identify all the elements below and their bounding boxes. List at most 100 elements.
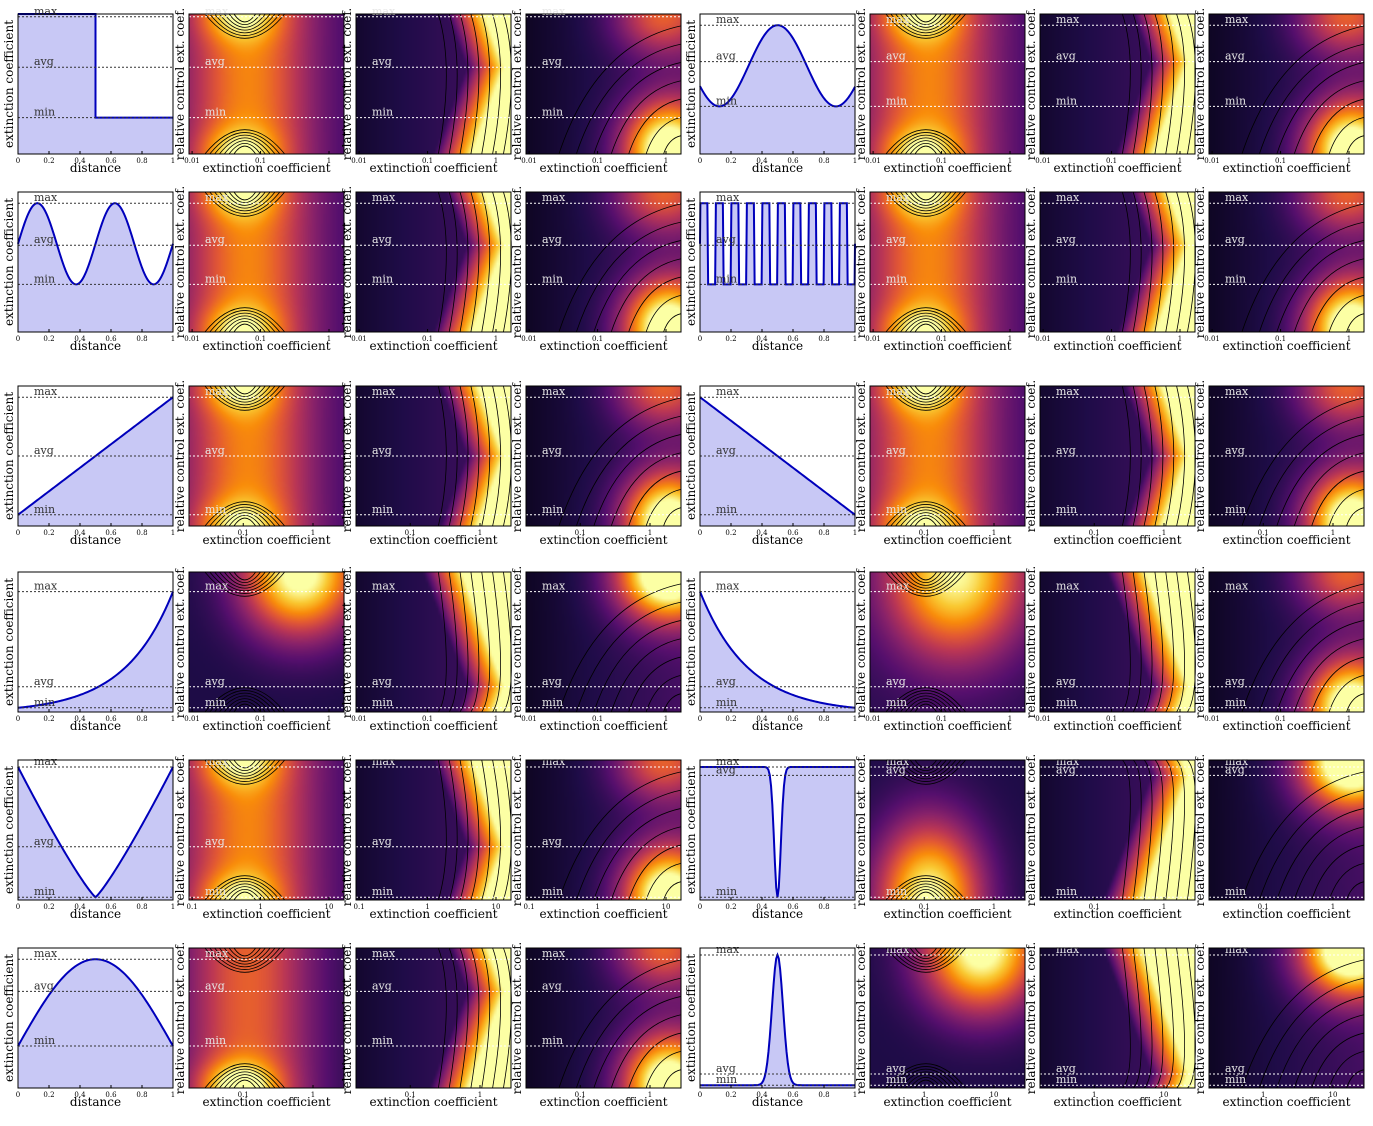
axes-frame [699, 759, 856, 901]
x-tick-label: 0.8 [136, 715, 147, 723]
y-axis-label: relative control ext. coef. [340, 566, 354, 719]
contour-line [890, 13, 962, 155]
x-tick-label: 0.2 [725, 529, 736, 537]
level-label-min: min [1056, 1073, 1077, 1086]
x-tick-label: 0 [698, 715, 702, 723]
heatmap-image [356, 192, 511, 332]
x-tick-label: 1 [494, 157, 498, 165]
level-label-avg: avg [1056, 675, 1076, 688]
x-axis-label: distance [70, 719, 121, 733]
contour-line [1143, 759, 1153, 901]
level-label-max: max [1056, 755, 1080, 768]
level-label-max: max [1056, 943, 1080, 956]
contour-line [1328, 294, 1365, 333]
axes-frame [17, 947, 174, 1089]
x-tick-label: 1 [1261, 1091, 1265, 1099]
contour-line [1132, 191, 1142, 333]
axes-frame [17, 191, 174, 333]
y-axis-label: relative control ext. coef. [1024, 8, 1038, 161]
level-label-min: min [372, 885, 393, 898]
contour-line [1293, 80, 1365, 155]
contour-line [481, 947, 491, 1089]
axes-frame [1208, 385, 1365, 527]
x-tick-label: 0.1 [1106, 335, 1117, 343]
level-label-avg: avg [716, 763, 736, 776]
x-axis-label: distance [752, 161, 803, 175]
axes-frame [355, 191, 512, 333]
level-label-min: min [372, 696, 393, 709]
x-tick-label: 1 [664, 157, 668, 165]
level-label-min: min [716, 885, 737, 898]
x-tick-label: 0.4 [74, 335, 86, 343]
x-axis-label: distance [752, 1095, 803, 1109]
axes-frame [355, 759, 512, 901]
profile-area [18, 591, 173, 712]
x-axis-label: extinction coefficient [539, 907, 667, 921]
level-label-avg: avg [1056, 1062, 1076, 1075]
contour-line [593, 240, 682, 333]
contour-line [492, 759, 501, 901]
x-tick-label: 1 [853, 1091, 857, 1099]
heatmap-image [1040, 760, 1195, 900]
x-axis-label: extinction coefficient [369, 1095, 497, 1109]
level-label-max: max [34, 947, 58, 960]
x-axis-label: extinction coefficient [539, 161, 667, 175]
contour-lines [558, 583, 682, 713]
level-label-min: min [205, 1034, 226, 1047]
contour-line [209, 385, 281, 527]
x-tick-label: 0.2 [43, 157, 54, 165]
level-label-min: min [542, 885, 563, 898]
contour-line [628, 98, 682, 155]
level-label-min: min [1225, 272, 1246, 285]
contour-line [223, 759, 266, 901]
heatmap-image [1040, 14, 1195, 154]
axes-frame [17, 13, 174, 155]
contour-line [914, 13, 937, 155]
x-axis-label: extinction coefficient [1222, 161, 1350, 175]
contour-line [1154, 571, 1164, 713]
x-tick-label: 0.2 [43, 1091, 54, 1099]
level-label-avg: avg [542, 444, 562, 457]
profile-area [18, 767, 173, 900]
axes-frame [525, 385, 682, 527]
contour-line [900, 13, 952, 155]
contour-line [900, 571, 952, 713]
contour-line [448, 759, 458, 901]
x-tick-label: 10 [662, 903, 671, 911]
x-tick-label: 0.8 [136, 529, 147, 537]
x-tick-label: 0 [16, 1091, 20, 1099]
contour-line [895, 759, 957, 901]
contour-lines [885, 191, 967, 333]
contour-line [1165, 947, 1175, 1089]
x-tick-label: 1 [1347, 335, 1351, 343]
x-tick-label: 0.1 [592, 715, 603, 723]
x-tick-label: 0.01 [865, 157, 881, 165]
contour-line [437, 191, 447, 333]
heatmap-image [870, 192, 1025, 332]
level-label-max: max [1056, 13, 1080, 26]
x-tick-label: 1 [853, 903, 857, 911]
y-axis-label: relative control ext. coef. [1193, 566, 1207, 719]
contour-line [904, 759, 947, 901]
level-label-min: min [1225, 503, 1246, 516]
contour-line [214, 947, 276, 1089]
y-axis-label: relative control ext. coef. [510, 566, 524, 719]
contour-line [214, 759, 276, 901]
level-label-avg: avg [1225, 675, 1245, 688]
axes-frame [699, 13, 856, 155]
profile-area [700, 25, 855, 155]
contour-line [223, 385, 266, 527]
contour-line [214, 13, 276, 155]
level-label-min: min [34, 106, 55, 119]
level-label-avg: avg [542, 55, 562, 68]
contour-line [448, 571, 458, 713]
level-label-avg: avg [886, 1062, 906, 1075]
contour-lines [558, 959, 682, 1089]
contour-line [1165, 571, 1175, 713]
heatmap-image [1209, 572, 1364, 712]
x-tick-label: 0.2 [43, 903, 54, 911]
heatmap-image [870, 572, 1025, 712]
